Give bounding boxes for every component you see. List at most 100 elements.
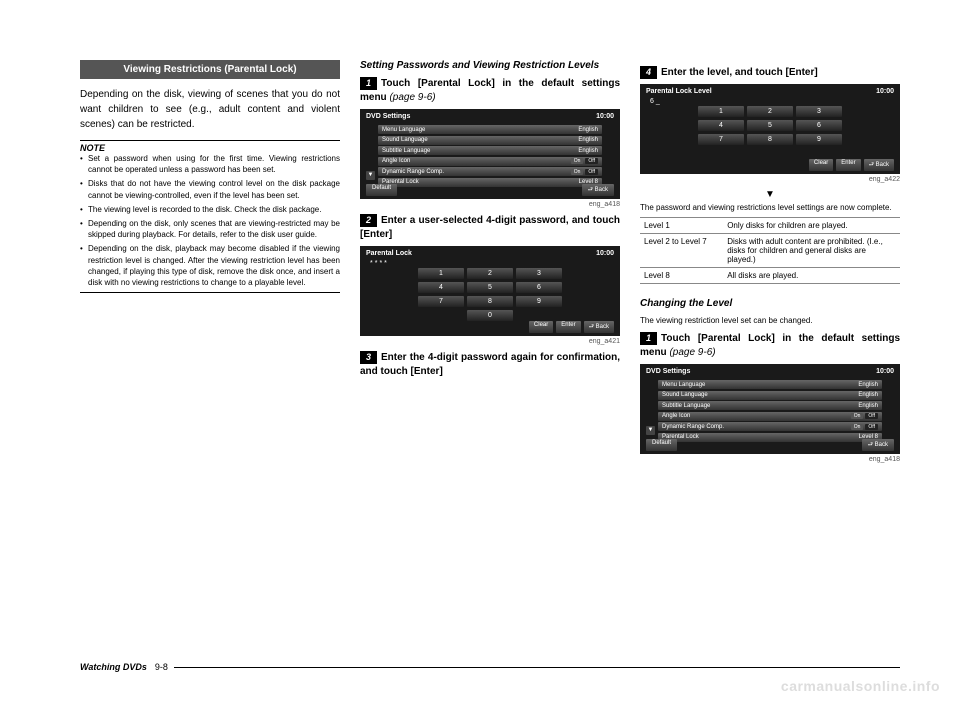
step-4: 4 Enter the level, and touch [Enter]: [640, 66, 900, 80]
scroll-down-icon[interactable]: ▼: [646, 426, 655, 435]
screen-title: DVD Settings: [366, 113, 410, 120]
key-5[interactable]: 5: [747, 120, 793, 131]
footer-page-number: 9-8: [155, 662, 168, 672]
settings-rows: Menu LanguageEnglish Sound LanguageEngli…: [378, 125, 602, 188]
key-3[interactable]: 3: [796, 106, 842, 117]
table-row: Level 1Only disks for children are playe…: [640, 218, 900, 234]
setting-row[interactable]: Menu LanguageEnglish: [378, 125, 602, 134]
parental-lock-keypad-screenshot: Parental Lock 10:00 **** 123 456 789 0 C…: [360, 246, 620, 336]
key-8[interactable]: 8: [467, 296, 513, 307]
dvd-settings-screenshot: DVD Settings 10:00 Menu LanguageEnglish …: [360, 109, 620, 199]
screen-time: 10:00: [596, 250, 614, 257]
intro-text: Depending on the disk, viewing of scenes…: [80, 87, 340, 132]
step-4-text: Enter the level, and touch [Enter]: [661, 67, 818, 78]
default-button[interactable]: Default: [366, 184, 397, 196]
screen-title: DVD Settings: [646, 368, 690, 375]
numeric-keypad: 123 456 789 0: [390, 268, 590, 324]
step-number-icon: 3: [360, 351, 377, 364]
key-2[interactable]: 2: [747, 106, 793, 117]
key-1[interactable]: 1: [418, 268, 464, 279]
key-5[interactable]: 5: [467, 282, 513, 293]
step-2-text: Enter a user-selected 4-digit password, …: [360, 215, 620, 240]
key-7[interactable]: 7: [698, 134, 744, 145]
scroll-down-icon[interactable]: ▼: [366, 171, 375, 180]
watermark: carmanualsonline.info: [781, 678, 940, 694]
table-row: Level 8All disks are played.: [640, 268, 900, 284]
key-3[interactable]: 3: [516, 268, 562, 279]
key-1[interactable]: 1: [698, 106, 744, 117]
clear-button[interactable]: Clear: [529, 321, 553, 333]
step-3-text: Enter the 4-digit password again for con…: [360, 352, 620, 377]
page-ref: (page 9-6): [669, 347, 715, 358]
default-button[interactable]: Default: [646, 439, 677, 451]
setting-passwords-heading: Setting Passwords and Viewing Restrictio…: [360, 60, 620, 71]
note-item: Disks that do not have the viewing contr…: [80, 178, 340, 200]
figure-caption: eng_a422: [640, 176, 900, 183]
note-list: Set a password when using for the first …: [80, 153, 340, 288]
key-6[interactable]: 6: [796, 120, 842, 131]
back-button[interactable]: ⮐ Back: [584, 321, 614, 333]
step-2: 2Enter a user-selected 4-digit password,…: [360, 214, 620, 242]
setting-row[interactable]: Angle IconOnOff: [378, 157, 602, 166]
key-6[interactable]: 6: [516, 282, 562, 293]
back-button[interactable]: ⮐ Back: [862, 439, 894, 451]
complete-text: The password and viewing restrictions le…: [640, 202, 900, 213]
note-divider: [80, 292, 340, 293]
setting-row[interactable]: Menu LanguageEnglish: [658, 380, 882, 389]
step-number-icon: 1: [360, 77, 377, 90]
figure-caption: eng_a421: [360, 338, 620, 345]
step-1b: 1Touch [Parental Lock] in the default se…: [640, 332, 900, 360]
password-display: ****: [370, 260, 389, 267]
key-7[interactable]: 7: [418, 296, 464, 307]
setting-row[interactable]: Dynamic Range Comp.OnOff: [378, 167, 602, 176]
key-0[interactable]: 0: [467, 310, 513, 321]
setting-row[interactable]: Dynamic Range Comp.OnOff: [658, 422, 882, 431]
enter-button[interactable]: Enter: [836, 159, 860, 171]
key-2[interactable]: 2: [467, 268, 513, 279]
column-3: 4 Enter the level, and touch [Enter] Pare…: [640, 60, 900, 469]
settings-rows: Menu LanguageEnglish Sound LanguageEngli…: [658, 380, 882, 443]
figure-caption: eng_a418: [360, 201, 620, 208]
note-item: The viewing level is recorded to the dis…: [80, 204, 340, 215]
level-table: Level 1Only disks for children are playe…: [640, 217, 900, 284]
step-number-icon: 1: [640, 332, 657, 345]
key-4[interactable]: 4: [698, 120, 744, 131]
page-footer: Watching DVDs 9-8: [80, 662, 900, 672]
level-display: 6_: [650, 98, 662, 105]
changing-level-heading: Changing the Level: [640, 298, 900, 309]
back-button[interactable]: ⮐ Back: [864, 159, 894, 171]
note-item: Depending on the disk, only scenes that …: [80, 218, 340, 240]
screen-time: 10:00: [876, 88, 894, 95]
setting-row[interactable]: Subtitle LanguageEnglish: [378, 146, 602, 155]
changing-level-text: The viewing restriction level set can be…: [640, 315, 900, 326]
note-item: Depending on the disk, playback may beco…: [80, 243, 340, 288]
key-4[interactable]: 4: [418, 282, 464, 293]
screen-title: Parental Lock Level: [646, 88, 712, 95]
key-8[interactable]: 8: [747, 134, 793, 145]
numeric-keypad: 123 456 789: [670, 106, 870, 148]
figure-caption: eng_a418: [640, 456, 900, 463]
step-number-icon: 2: [360, 214, 377, 227]
setting-row[interactable]: Sound LanguageEnglish: [378, 136, 602, 145]
clear-button[interactable]: Clear: [809, 159, 833, 171]
screen-title: Parental Lock: [366, 250, 412, 257]
enter-button[interactable]: Enter: [556, 321, 580, 333]
page-ref: (page 9-6): [389, 92, 435, 103]
screen-time: 10:00: [876, 368, 894, 375]
down-triangle-icon: ▼: [640, 189, 900, 200]
key-9[interactable]: 9: [796, 134, 842, 145]
table-row: Level 2 to Level 7Disks with adult conte…: [640, 234, 900, 268]
back-button[interactable]: ⮐ Back: [582, 184, 614, 196]
dvd-settings-screenshot-2: DVD Settings 10:00 Menu LanguageEnglish …: [640, 364, 900, 454]
setting-row[interactable]: Sound LanguageEnglish: [658, 391, 882, 400]
step-1: 1Touch [Parental Lock] in the default se…: [360, 77, 620, 105]
key-9[interactable]: 9: [516, 296, 562, 307]
footer-section-title: Watching DVDs: [80, 662, 147, 672]
step-number-icon: 4: [640, 66, 657, 79]
viewing-restrictions-header: Viewing Restrictions (Parental Lock): [80, 60, 340, 79]
step-3: 3Enter the 4-digit password again for co…: [360, 351, 620, 379]
footer-rule: [174, 667, 900, 668]
column-2: Setting Passwords and Viewing Restrictio…: [360, 60, 620, 469]
setting-row[interactable]: Subtitle LanguageEnglish: [658, 401, 882, 410]
setting-row[interactable]: Angle IconOnOff: [658, 412, 882, 421]
